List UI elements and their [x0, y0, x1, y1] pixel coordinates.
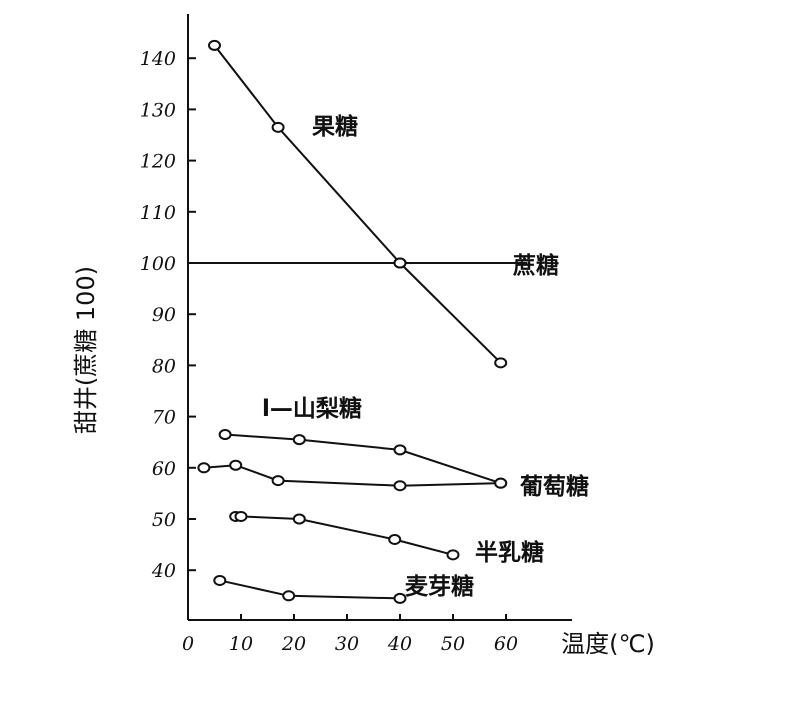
series-label-2: l—山梨糖 [262, 395, 362, 422]
data-point [393, 480, 407, 492]
data-point [282, 590, 296, 602]
data-point [446, 549, 460, 561]
data-point [393, 444, 407, 456]
series-line-4 [235, 515, 454, 556]
data-point [271, 475, 285, 487]
series-label-0: 果糖 [312, 113, 358, 140]
data-point [388, 533, 402, 545]
data-point [197, 462, 211, 474]
y-tick-label: 40 [151, 560, 176, 582]
y-tick-label: 70 [152, 407, 176, 429]
x-tick-label: 0 [182, 633, 194, 655]
y-tick-label: 140 [140, 48, 176, 70]
axes: 40 50 60 70 80 90 100 110 120 130 140 0 10 20 30 40 50 60 [140, 14, 572, 655]
data-point [271, 121, 285, 133]
y-tick-label: 130 [140, 99, 176, 121]
x-tick-label: 40 [387, 633, 412, 655]
series-label-5: 麦芽糖 [405, 573, 474, 600]
y-tick-label: 60 [152, 458, 176, 480]
y-tick-label: 90 [152, 304, 176, 326]
series-layer [188, 39, 528, 604]
y-tick-label: 80 [152, 355, 176, 377]
data-point [494, 477, 508, 489]
data-point [229, 459, 243, 471]
data-point [393, 592, 407, 604]
x-tick-label: 10 [229, 633, 253, 655]
x-tick-label: 30 [335, 633, 359, 655]
x-axis-title: 温度(℃) [561, 630, 655, 658]
x-tick-label: 20 [281, 633, 306, 655]
series-line-5 [219, 579, 401, 600]
data-point [218, 429, 232, 441]
data-point [393, 257, 407, 269]
data-point [208, 39, 221, 51]
series-label-1: 蔗糖 [512, 252, 559, 279]
series-line-2 [225, 433, 502, 485]
y-tick-label: 100 [140, 253, 176, 275]
data-point [292, 513, 306, 525]
data-point [292, 434, 306, 446]
x-tick-label: 60 [494, 633, 518, 655]
series-label-4: 半乳糖 [475, 539, 544, 566]
y-tick-label: 50 [152, 509, 176, 531]
data-point [213, 574, 227, 586]
series-label-3: 葡萄糖 [519, 473, 589, 500]
series-line-0 [213, 44, 502, 364]
y-tick-label: 120 [140, 151, 176, 173]
data-point [234, 510, 248, 522]
data-point [494, 357, 508, 369]
x-tick-label: 50 [441, 633, 465, 655]
y-tick-label: 110 [140, 202, 176, 224]
y-axis-title: 甜井(蔗糖 100) [72, 266, 100, 434]
